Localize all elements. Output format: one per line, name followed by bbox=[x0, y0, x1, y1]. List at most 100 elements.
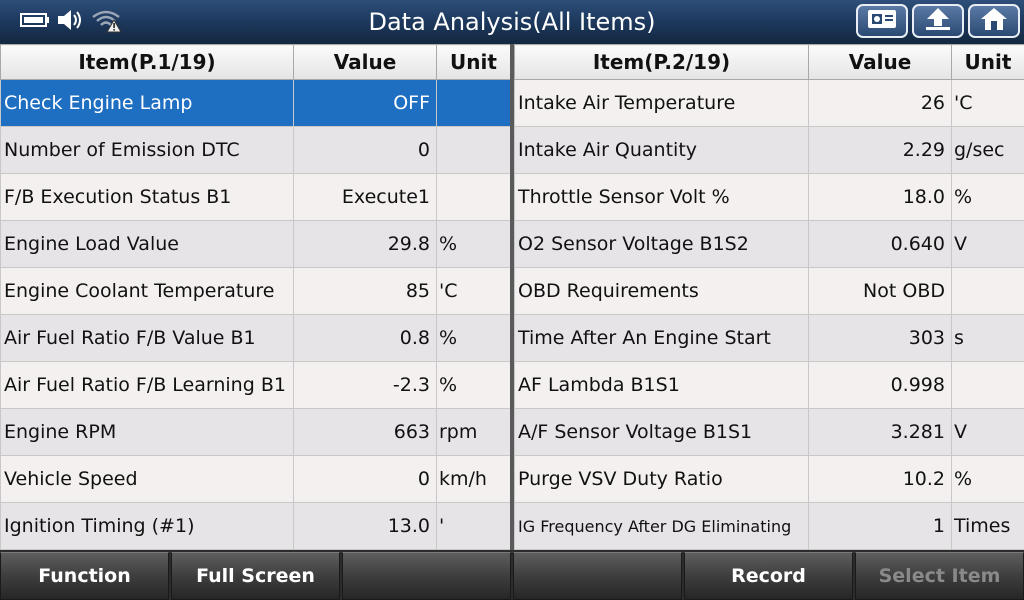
table-row[interactable]: A/F Sensor Voltage B1S1 3.281 V bbox=[514, 408, 1024, 456]
column-header-item: Item(P.1/19) bbox=[0, 44, 294, 80]
column-header-unit: Unit bbox=[436, 44, 511, 80]
page-title: Data Analysis(All Items) bbox=[368, 8, 656, 36]
item-name: Air Fuel Ratio F/B Learning B1 bbox=[0, 361, 294, 409]
column-header-value: Value bbox=[293, 44, 437, 80]
status-icons bbox=[20, 8, 122, 36]
item-name: Check Engine Lamp bbox=[0, 79, 294, 127]
item-value: 0.8 bbox=[293, 314, 437, 362]
item-unit: 'C bbox=[951, 79, 1024, 127]
item-name: Intake Air Quantity bbox=[514, 126, 809, 174]
table-row[interactable]: Engine RPM 663 rpm bbox=[0, 408, 511, 456]
item-value: 26 bbox=[808, 79, 952, 127]
full-screen-button[interactable]: Full Screen bbox=[171, 552, 340, 600]
table-header: Item(P.2/19) Value Unit bbox=[514, 44, 1024, 80]
table-divider bbox=[510, 44, 514, 550]
table-row[interactable]: Throttle Sensor Volt % 18.0 % bbox=[514, 173, 1024, 221]
table-row[interactable]: Check Engine Lamp OFF bbox=[0, 79, 511, 127]
item-name: Engine Coolant Temperature bbox=[0, 267, 294, 315]
item-unit: ' bbox=[436, 502, 511, 550]
up-arrow-icon bbox=[923, 6, 953, 36]
item-unit: % bbox=[951, 173, 1024, 221]
table-row[interactable]: IG Frequency After DG Eliminating 1 Time… bbox=[514, 502, 1024, 550]
table-row[interactable]: Intake Air Temperature 26 'C bbox=[514, 79, 1024, 127]
table-row[interactable]: Ignition Timing (#1) 13.0 ' bbox=[0, 502, 511, 550]
select-item-button[interactable]: Select Item bbox=[855, 552, 1024, 600]
table-row[interactable]: F/B Execution Status B1 Execute1 bbox=[0, 173, 511, 221]
table-row[interactable]: Air Fuel Ratio F/B Learning B1 -2.3 % bbox=[0, 361, 511, 409]
empty-button-2[interactable] bbox=[513, 552, 682, 600]
item-unit bbox=[436, 173, 511, 221]
table-row[interactable]: Air Fuel Ratio F/B Value B1 0.8 % bbox=[0, 314, 511, 362]
empty-button-1[interactable] bbox=[342, 552, 511, 600]
item-unit: km/h bbox=[436, 455, 511, 503]
item-name: OBD Requirements bbox=[514, 267, 809, 315]
back-button[interactable] bbox=[912, 4, 964, 38]
table-row[interactable]: Engine Coolant Temperature 85 'C bbox=[0, 267, 511, 315]
item-unit: V bbox=[951, 220, 1024, 268]
home-icon bbox=[979, 6, 1009, 36]
item-unit: 'C bbox=[436, 267, 511, 315]
function-button[interactable]: Function bbox=[0, 552, 169, 600]
table-row[interactable]: AF Lambda B1S1 0.998 bbox=[514, 361, 1024, 409]
item-value: 3.281 bbox=[808, 408, 952, 456]
table-row[interactable]: OBD Requirements Not OBD bbox=[514, 267, 1024, 315]
item-value: 85 bbox=[293, 267, 437, 315]
item-value: 29.8 bbox=[293, 220, 437, 268]
table-row[interactable]: O2 Sensor Voltage B1S2 0.640 V bbox=[514, 220, 1024, 268]
top-buttons bbox=[856, 4, 1020, 38]
print-icon bbox=[865, 7, 899, 35]
item-value: 13.0 bbox=[293, 502, 437, 550]
item-unit: g/sec bbox=[951, 126, 1024, 174]
item-unit: % bbox=[951, 455, 1024, 503]
item-unit: s bbox=[951, 314, 1024, 362]
item-unit: % bbox=[436, 361, 511, 409]
item-value: -2.3 bbox=[293, 361, 437, 409]
item-value: 1 bbox=[808, 502, 952, 550]
item-name: Throttle Sensor Volt % bbox=[514, 173, 809, 221]
item-unit: % bbox=[436, 220, 511, 268]
item-value: 2.29 bbox=[808, 126, 952, 174]
item-unit: V bbox=[951, 408, 1024, 456]
item-unit: Times bbox=[951, 502, 1024, 550]
table-row[interactable]: Engine Load Value 29.8 % bbox=[0, 220, 511, 268]
title-bar: Data Analysis(All Items) bbox=[0, 0, 1024, 45]
table-row[interactable]: Time After An Engine Start 303 s bbox=[514, 314, 1024, 362]
item-value: Not OBD bbox=[808, 267, 952, 315]
item-name: Engine RPM bbox=[0, 408, 294, 456]
item-value: 0.998 bbox=[808, 361, 952, 409]
home-button[interactable] bbox=[968, 4, 1020, 38]
item-value: 10.2 bbox=[808, 455, 952, 503]
record-button[interactable]: Record bbox=[684, 552, 853, 600]
item-value: 18.0 bbox=[808, 173, 952, 221]
column-header-unit: Unit bbox=[951, 44, 1024, 80]
item-value: 0.640 bbox=[808, 220, 952, 268]
item-value: 0 bbox=[293, 126, 437, 174]
item-unit bbox=[951, 361, 1024, 409]
item-unit bbox=[951, 267, 1024, 315]
item-name: Air Fuel Ratio F/B Value B1 bbox=[0, 314, 294, 362]
item-name: O2 Sensor Voltage B1S2 bbox=[514, 220, 809, 268]
item-name: IG Frequency After DG Eliminating bbox=[514, 502, 809, 550]
item-name: Time After An Engine Start bbox=[514, 314, 809, 362]
item-value: Execute1 bbox=[293, 173, 437, 221]
item-unit: rpm bbox=[436, 408, 511, 456]
battery-icon bbox=[20, 11, 50, 33]
bottom-toolbar: Function Full Screen Record Select Item bbox=[0, 550, 1024, 600]
item-value: 303 bbox=[808, 314, 952, 362]
table-row[interactable]: Intake Air Quantity 2.29 g/sec bbox=[514, 126, 1024, 174]
item-name: Number of Emission DTC bbox=[0, 126, 294, 174]
item-unit bbox=[436, 79, 511, 127]
item-name: F/B Execution Status B1 bbox=[0, 173, 294, 221]
item-name: Engine Load Value bbox=[0, 220, 294, 268]
item-name: A/F Sensor Voltage B1S1 bbox=[514, 408, 809, 456]
table-row[interactable]: Vehicle Speed 0 km/h bbox=[0, 455, 511, 503]
table-row[interactable]: Purge VSV Duty Ratio 10.2 % bbox=[514, 455, 1024, 503]
column-header-item: Item(P.2/19) bbox=[514, 44, 809, 80]
item-name: Ignition Timing (#1) bbox=[0, 502, 294, 550]
table-row[interactable]: Number of Emission DTC 0 bbox=[0, 126, 511, 174]
speaker-icon bbox=[56, 8, 84, 36]
column-header-value: Value bbox=[808, 44, 952, 80]
item-value: 0 bbox=[293, 455, 437, 503]
item-unit bbox=[436, 126, 511, 174]
print-button[interactable] bbox=[856, 4, 908, 38]
